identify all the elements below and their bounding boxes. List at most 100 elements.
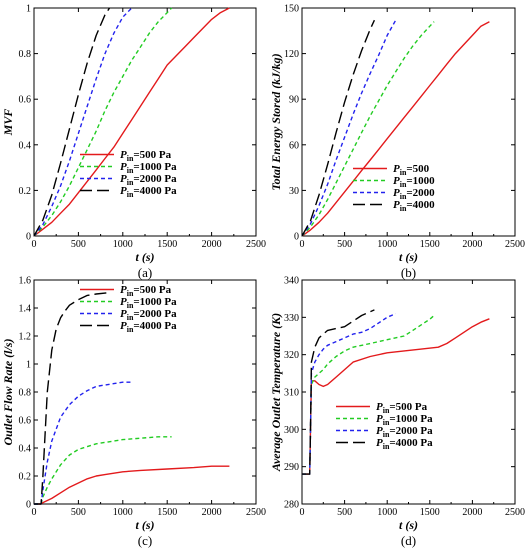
x-tick-label: 1000	[113, 507, 133, 518]
panel-label: (d)	[401, 533, 416, 548]
x-tick-label: 500	[337, 507, 352, 518]
legend-entry: Pin=1000 Pa	[120, 161, 177, 175]
y-tick-label: 330	[284, 313, 299, 324]
legend-entry: Pin=4000 Pa	[120, 320, 177, 334]
legend-sub: in	[127, 190, 134, 199]
legend-entry: Pin=4000 Pa	[376, 437, 433, 451]
x-axis-label: t (s)	[136, 250, 155, 264]
x-tick-label: 0	[300, 507, 305, 518]
y-tick-label: 0	[294, 232, 299, 243]
y-tick-label: 340	[284, 276, 299, 287]
x-tick-label: 0	[32, 507, 37, 518]
y-tick-label: 310	[284, 388, 299, 399]
legend-value: =2000 Pa	[389, 425, 433, 437]
series-line-3	[301, 19, 397, 237]
x-axis-label: t (s)	[399, 518, 418, 532]
series-line-3	[33, 7, 133, 237]
legend-entry: Pin=2000 Pa	[120, 173, 177, 187]
legend-var: P	[120, 149, 127, 161]
legend-sub: in	[127, 178, 134, 187]
series-line-2	[34, 436, 172, 505]
y-axis-label: Average Outlet Temperature (K)	[269, 313, 283, 472]
legend-value: =1000	[406, 175, 435, 187]
legend-var: P	[376, 425, 383, 437]
x-tick-label: 500	[71, 239, 86, 250]
legend-value: =4000 Pa	[133, 320, 177, 332]
series-line-4	[34, 291, 110, 505]
series-line-2	[33, 7, 173, 237]
x-tick-label: 1500	[157, 239, 177, 250]
legend-entry: Pin=1000	[393, 175, 435, 189]
y-tick-label: 90	[289, 95, 299, 106]
series-line-1	[34, 465, 230, 505]
legend-value: =1000 Pa	[133, 296, 177, 308]
x-tick-label: 1500	[420, 507, 440, 518]
legend-sub: in	[127, 289, 134, 298]
legend-sub: in	[383, 418, 390, 427]
x-tick-label: 2000	[202, 239, 222, 250]
x-tick-label: 500	[337, 239, 352, 250]
x-tick-label: 2000	[202, 507, 222, 518]
series-line-1	[33, 7, 230, 237]
series-line-2	[301, 21, 435, 237]
y-tick-label: 320	[284, 350, 299, 361]
series-line-4	[33, 7, 111, 237]
legend-value: =2000 Pa	[133, 308, 177, 320]
legend-sub: in	[383, 442, 390, 451]
legend-value: =500	[406, 163, 429, 175]
legend-value: =4000 Pa	[389, 437, 433, 449]
legend-var: P	[120, 320, 127, 332]
series-line-3	[34, 381, 132, 505]
y-tick-label: 0.6	[19, 95, 32, 106]
panel-b: 0 500 1000 1500 2000 2500 0 30 60 90 120 150 t (s) To…	[269, 4, 525, 281]
legend-var: P	[393, 163, 400, 175]
y-tick-label: 0.2	[19, 186, 32, 197]
x-tick-label: 1500	[157, 507, 177, 518]
legend-var: P	[376, 401, 383, 413]
legend-sub: in	[400, 180, 407, 189]
x-tick-label: 0	[300, 239, 305, 250]
legend-entry: Pin=4000 Pa	[120, 185, 177, 199]
series-line-4	[302, 309, 375, 475]
y-tick-label: 1.2	[19, 332, 32, 343]
x-tick-label: 2500	[246, 239, 266, 250]
y-tick-label: 120	[284, 49, 299, 60]
x-tick-label: 2500	[505, 239, 525, 250]
legend-var: P	[393, 199, 400, 211]
legend-var: P	[120, 284, 127, 296]
legend-var: P	[376, 437, 383, 449]
y-tick-label: 280	[284, 500, 299, 511]
y-tick-label: 0.8	[19, 49, 32, 60]
y-tick-label: 0.6	[19, 416, 32, 427]
x-tick-label: 2000	[462, 239, 482, 250]
legend-sub: in	[400, 204, 407, 213]
legend-var: P	[120, 161, 127, 173]
legend-value: =500 Pa	[133, 149, 171, 161]
x-tick-label: 1000	[377, 507, 397, 518]
y-tick-label: 0.4	[19, 444, 32, 455]
legend-entry: Pin=1000 Pa	[120, 296, 177, 310]
legend-entry: Pin=2000 Pa	[120, 308, 177, 322]
legend-sub: in	[127, 325, 134, 334]
legend-sub: in	[127, 313, 134, 322]
legend-value: =4000 Pa	[133, 185, 177, 197]
y-tick-label: 150	[284, 4, 299, 15]
legend-value: =500 Pa	[389, 401, 427, 413]
legend-entry: Pin=500 Pa	[120, 149, 172, 163]
panel-a: 0 500 1000 1500 2000 2500 0 0.2 0.4 0.6 0.8 1 t (s) M…	[1, 4, 266, 281]
y-axis-label: MVF	[1, 109, 15, 137]
legend-sub: in	[127, 301, 134, 310]
legend-value: =1000 Pa	[133, 161, 177, 173]
legend-sub: in	[127, 154, 134, 163]
y-tick-label: 1	[26, 360, 31, 371]
panel-label: (a)	[138, 265, 152, 280]
y-tick-label: 0.2	[19, 472, 32, 483]
panel-label: (c)	[138, 533, 152, 548]
panel-label: (b)	[401, 265, 416, 280]
legend-value: =500 Pa	[133, 284, 171, 296]
legend-var: P	[393, 187, 400, 199]
panel-d: 0 500 1000 1500 2000 2500 280 290 300 310 320 330 34…	[269, 276, 525, 549]
x-axis-label: t (s)	[399, 250, 418, 264]
legend-var: P	[120, 296, 127, 308]
